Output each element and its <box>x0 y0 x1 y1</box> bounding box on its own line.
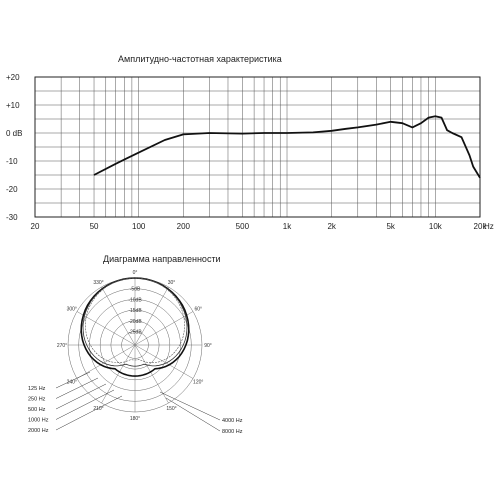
polar-spoke <box>101 286 136 346</box>
angle-label: 60° <box>194 307 202 313</box>
polar-pattern-chart: 0° 30° 60° 90° 120° 150° 180° 210° 240° 270° 300° 3… <box>28 270 243 435</box>
legend-leader <box>159 391 221 421</box>
legend-leader <box>55 383 107 410</box>
polar-spoke <box>134 344 194 379</box>
legend-leader <box>55 371 91 389</box>
x-unit-label: Hz <box>484 222 494 231</box>
response-curve <box>93 115 481 179</box>
legend-left-label: 125 Hz <box>28 386 46 392</box>
plot-frame <box>34 76 481 218</box>
angle-label: 150° <box>166 406 176 412</box>
polar-spoke <box>134 311 194 346</box>
polar-spoke <box>76 344 136 379</box>
legend-leader <box>55 377 99 399</box>
angle-label: 90° <box>204 343 212 349</box>
y-tick-label: -30 <box>6 213 18 222</box>
angle-label: 240° <box>67 380 77 386</box>
x-tick-label: 20k <box>474 222 488 231</box>
x-tick-label: 5k <box>386 222 395 231</box>
polar-pattern-title: Диаграмма направленности <box>103 254 221 264</box>
x-tick-label: 500 <box>236 222 250 231</box>
frequency-response-chart: +20 +10 0 dB -10 -20 -30 20 50 100 200 500 1k 2k 5k 10… <box>6 73 494 231</box>
pattern-curve-low <box>80 277 190 377</box>
x-tick-label: 2k <box>327 222 336 231</box>
angle-label: 180° <box>130 416 140 422</box>
pattern-curve-mid <box>82 277 188 367</box>
x-tick-label: 10k <box>429 222 443 231</box>
pattern-curve-high <box>85 277 185 363</box>
polar-spoke <box>134 344 169 404</box>
angle-label: 270° <box>57 343 67 349</box>
angle-label: 300° <box>67 307 77 313</box>
angle-label: 330° <box>93 280 103 286</box>
frequency-response-title: Амплитудно-частотная характеристика <box>118 54 282 64</box>
ring-label: -10dB <box>128 297 142 303</box>
y-tick-label: +20 <box>6 73 20 82</box>
legend-left-label: 250 Hz <box>28 397 46 403</box>
x-tick-label: 20 <box>31 222 40 231</box>
legend-left-label: 500 Hz <box>28 407 46 413</box>
angle-label: 0° <box>133 270 138 276</box>
ring-label: -25dB <box>128 330 142 336</box>
angle-label: 210° <box>93 406 103 412</box>
legend-right-label: 8000 Hz <box>222 429 243 435</box>
polar-spoke <box>76 311 136 346</box>
legend-left-label: 1000 Hz <box>28 418 49 424</box>
y-tick-label: -10 <box>6 157 18 166</box>
x-tick-label: 100 <box>132 222 146 231</box>
y-tick-label: -20 <box>6 185 18 194</box>
x-tick-label: 50 <box>90 222 99 231</box>
legend-right-label: 4000 Hz <box>222 418 243 424</box>
ring-label: -15dB <box>128 308 142 314</box>
legend-leader <box>55 389 115 420</box>
polar-spoke <box>101 344 136 404</box>
y-tick-label: +10 <box>6 101 20 110</box>
x-tick-label: 1k <box>283 222 292 231</box>
legend-leader <box>165 397 221 432</box>
ring-label: -5dB <box>130 287 141 293</box>
angle-label: 120° <box>193 380 203 386</box>
y-tick-label: 0 dB <box>6 129 22 138</box>
polar-spoke <box>134 286 169 346</box>
legend-leader <box>55 395 123 431</box>
x-tick-label: 200 <box>177 222 191 231</box>
legend-left-label: 2000 Hz <box>28 428 49 434</box>
ring-label: -20dB <box>128 319 142 325</box>
angle-label: 30° <box>168 280 176 286</box>
